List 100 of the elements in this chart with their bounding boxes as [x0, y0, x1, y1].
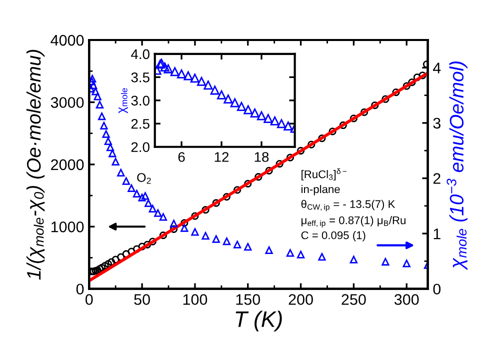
point [270, 116, 280, 126]
x-tick-label: 0 [85, 294, 93, 305]
y2-tick-label: 0 [433, 284, 441, 295]
point [350, 114, 358, 122]
point [212, 235, 220, 243]
y2-tick-label: 2 [433, 173, 440, 184]
point [212, 199, 220, 207]
point [371, 102, 379, 110]
point [184, 71, 193, 80]
y2-tick-label: 1 [434, 228, 440, 240]
point [144, 199, 152, 207]
point [144, 240, 152, 248]
point [154, 209, 162, 217]
point [408, 78, 416, 86]
point [230, 98, 240, 108]
x-tick-label: 200 [288, 294, 313, 305]
y-tick-label: 0 [76, 284, 84, 295]
y-axis-title: χ$_{mole}$ [118, 88, 128, 114]
point [202, 206, 210, 214]
point [90, 268, 98, 276]
point [128, 184, 136, 192]
y2-tick-label: 4 [432, 62, 441, 74]
point [204, 80, 213, 90]
x-tick-label: 250 [342, 294, 366, 305]
point [360, 108, 368, 116]
point [101, 262, 109, 270]
point [112, 256, 120, 264]
y-tick-label: 3.0 [131, 96, 150, 106]
point [264, 114, 273, 124]
point [276, 160, 284, 168]
point [148, 238, 156, 246]
point [296, 250, 305, 258]
point [382, 95, 390, 103]
point [132, 190, 141, 198]
point [89, 74, 96, 83]
point [217, 90, 226, 100]
y-axis-title: 1/(χ$_{mole}$-χ$_{0}$) (Oe·mole/emu) [26, 50, 45, 280]
point [402, 260, 410, 268]
point [350, 256, 358, 264]
y-tick-label: 3.5 [131, 72, 150, 82]
x-tick-label: 18 [254, 152, 269, 162]
point [254, 173, 262, 181]
point [170, 225, 178, 233]
point [102, 130, 110, 138]
point [117, 168, 125, 177]
point [286, 249, 294, 257]
point [233, 186, 242, 194]
point [250, 108, 260, 118]
point [108, 150, 116, 158]
x-tick-label: 12 [214, 152, 229, 162]
point [170, 220, 178, 228]
point [98, 112, 106, 120]
point [222, 192, 231, 201]
point [224, 94, 233, 104]
annotation: [RuCl$_{3}$]$^{δ−}$ [302, 168, 346, 180]
y-tick-label: 2000 [51, 159, 84, 170]
point [164, 64, 173, 74]
point [180, 224, 188, 232]
point [202, 232, 210, 240]
point [160, 62, 170, 72]
point [122, 177, 130, 185]
point [138, 242, 146, 250]
point [244, 242, 252, 251]
annotation: C = 0.095 (1) [301, 231, 366, 242]
point [159, 232, 168, 240]
point [112, 158, 120, 166]
y-tick-label: 3000 [50, 97, 84, 108]
annotation: μ$_{eff,ip}$ = 0.87(1) μ$_{B}$/Ru [302, 216, 406, 228]
point [244, 105, 253, 114]
point [413, 74, 422, 82]
point [190, 74, 200, 83]
point [318, 134, 326, 142]
x-tick-label: 150 [236, 294, 260, 305]
point [392, 88, 400, 96]
annotation: in-plane [302, 184, 340, 196]
point [233, 240, 242, 248]
point [328, 128, 336, 136]
point [159, 213, 168, 221]
x-tick-label: 50 [134, 294, 150, 305]
point [191, 228, 199, 236]
point [265, 246, 273, 254]
point [92, 88, 100, 96]
point [339, 121, 347, 130]
point [308, 140, 316, 148]
point [197, 76, 206, 86]
point [106, 143, 114, 152]
x-tick-label: 100 [183, 294, 208, 305]
point [256, 111, 266, 120]
y-tick-label: 1000 [51, 222, 84, 232]
y2-axis-title: χ$_{mole}$ (10$^{−3}$ emu/Oe/mol) [446, 62, 468, 270]
x-tick-label: 6 [178, 152, 185, 162]
point [148, 204, 156, 212]
point [96, 100, 104, 109]
point [92, 266, 100, 275]
point [210, 86, 220, 95]
y2-tick-label: 3 [433, 118, 440, 129]
y-tick-label: 4.0 [131, 49, 150, 60]
point [104, 260, 112, 268]
point [244, 180, 252, 188]
point [265, 166, 273, 174]
